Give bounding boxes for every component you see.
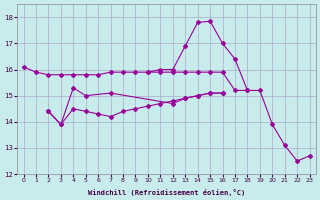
X-axis label: Windchill (Refroidissement éolien,°C): Windchill (Refroidissement éolien,°C) <box>88 189 245 196</box>
